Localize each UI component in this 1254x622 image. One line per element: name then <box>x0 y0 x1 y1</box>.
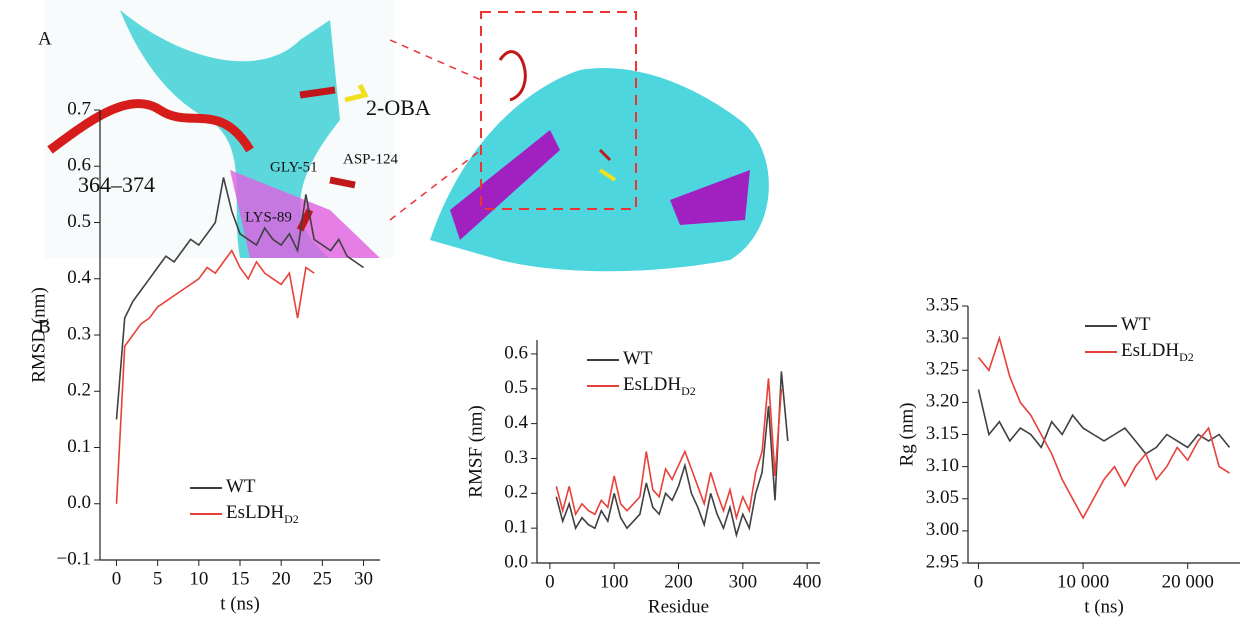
x-tick-label: 5 <box>153 568 163 589</box>
x-axis-label: t (ns) <box>220 593 260 614</box>
legend-label: EsLDHD2 <box>226 502 299 525</box>
legend-subscript: D2 <box>284 512 299 526</box>
series-line <box>977 389 1231 455</box>
x-tick-label: 10 <box>189 568 208 589</box>
x-tick-label: 100 <box>600 571 629 592</box>
legend-label: EsLDHD2 <box>1121 340 1194 363</box>
y-tick-label: 0.4 <box>67 267 91 288</box>
legend-label: WT <box>623 348 653 369</box>
y-tick-label: 3.05 <box>926 487 959 508</box>
legend-label: WT <box>226 476 256 497</box>
y-tick-label: 3.25 <box>926 359 959 380</box>
annotation: GLY-51 <box>270 159 318 175</box>
panel-label: A <box>38 28 52 49</box>
legend-label: WT <box>1121 314 1151 335</box>
y-tick-label: 2.95 <box>926 551 959 572</box>
annotation: LYS-89 <box>245 209 292 225</box>
series-line <box>555 378 783 521</box>
legend-name: WT <box>1121 314 1151 335</box>
y-tick-label: 0.0 <box>504 551 528 572</box>
series-line <box>115 249 315 504</box>
x-tick-label: 20 000 <box>1162 571 1214 592</box>
y-axis-label: RMSD (nm) <box>28 287 49 383</box>
y-tick-label: 3.20 <box>926 391 959 412</box>
y-axis-label: Rg (nm) <box>896 403 917 467</box>
y-tick-label: 0.1 <box>504 517 528 538</box>
y-tick-label: 0.3 <box>67 323 91 344</box>
x-tick-label: 10 000 <box>1057 571 1109 592</box>
x-tick-label: 15 <box>231 568 250 589</box>
legend-name: WT <box>623 348 653 369</box>
x-tick-label: 20 <box>272 568 291 589</box>
y-tick-label: 0.5 <box>504 377 528 398</box>
x-tick-label: 200 <box>664 571 693 592</box>
legend-name: EsLDH <box>1121 340 1179 361</box>
y-tick-label: 3.30 <box>926 326 959 347</box>
y-tick-label: 0.6 <box>67 155 91 176</box>
y-tick-label: 0.0 <box>67 492 91 513</box>
legend-name: WT <box>226 476 256 497</box>
y-tick-label: 0.1 <box>67 436 91 457</box>
y-tick-label: 0.2 <box>67 380 91 401</box>
series-line <box>555 371 789 539</box>
y-tick-label: −0.1 <box>57 548 91 569</box>
y-tick-label: 3.15 <box>926 423 959 444</box>
legend-name: EsLDH <box>623 374 681 395</box>
y-tick-label: 0.3 <box>504 447 528 468</box>
annotation: 364–374 <box>78 172 155 197</box>
legend-label: EsLDHD2 <box>623 374 696 397</box>
series-line <box>977 335 1230 520</box>
legend-subscript: D2 <box>1179 350 1194 364</box>
y-tick-label: 0.6 <box>504 342 528 363</box>
y-tick-label: 3.35 <box>926 294 959 315</box>
annotation: ASP-124 <box>343 151 399 167</box>
y-tick-label: 0.2 <box>504 482 528 503</box>
y-tick-label: 0.7 <box>67 98 91 119</box>
x-tick-label: 25 <box>313 568 332 589</box>
x-tick-label: 0 <box>974 571 984 592</box>
legend-subscript: D2 <box>681 384 696 398</box>
y-tick-label: 0.5 <box>67 211 91 232</box>
x-tick-label: 400 <box>793 571 822 592</box>
x-tick-label: 30 <box>354 568 373 589</box>
y-tick-label: 3.10 <box>926 455 959 476</box>
x-tick-label: 0 <box>112 568 122 589</box>
annotation: 2-OBA <box>366 95 431 120</box>
panel-label: B <box>38 316 51 337</box>
x-axis-label: Residue <box>648 596 709 617</box>
x-tick-label: 0 <box>545 571 555 592</box>
protein-image <box>44 0 769 272</box>
series-line <box>115 177 364 420</box>
x-tick-label: 300 <box>729 571 758 592</box>
y-axis-label: RMSF (nm) <box>465 405 486 497</box>
legend-name: EsLDH <box>226 502 284 523</box>
x-axis-label: t (ns) <box>1084 596 1124 617</box>
y-tick-label: 0.4 <box>504 412 528 433</box>
y-tick-label: 3.00 <box>926 519 959 540</box>
